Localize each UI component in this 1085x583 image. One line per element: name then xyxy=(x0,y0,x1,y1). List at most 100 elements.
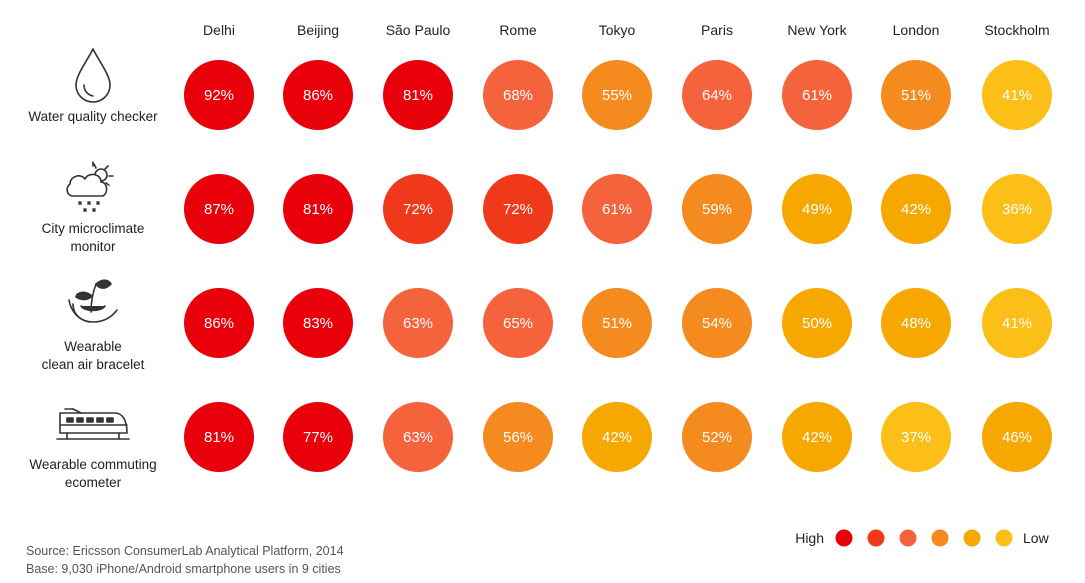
legend-swatch xyxy=(995,529,1013,547)
legend-swatch xyxy=(867,529,885,547)
water-drop-icon xyxy=(75,48,111,103)
legend-swatch xyxy=(931,529,949,547)
legend-swatch xyxy=(899,529,917,547)
value-circle xyxy=(283,402,353,472)
legend-high-label: High xyxy=(795,530,824,546)
value-circle xyxy=(982,402,1052,472)
value-circle xyxy=(682,402,752,472)
value-circle xyxy=(283,288,353,358)
value-circle xyxy=(184,174,254,244)
row-label: Water quality checker xyxy=(28,109,158,124)
value-label: 86% xyxy=(303,87,333,104)
value-circle xyxy=(383,402,453,472)
value-circle xyxy=(383,288,453,358)
value-label: 54% xyxy=(702,315,732,332)
column-header: Delhi xyxy=(203,22,235,38)
value-circle xyxy=(782,288,852,358)
source-note: Source: Ericsson ConsumerLab Analytical … xyxy=(26,544,344,558)
value-label: 55% xyxy=(602,87,632,104)
value-circle xyxy=(184,288,254,358)
value-label: 50% xyxy=(802,315,832,332)
column-header: Stockholm xyxy=(984,22,1049,38)
value-circle xyxy=(582,288,652,358)
value-circle xyxy=(483,288,553,358)
value-circle xyxy=(881,174,951,244)
value-label: 51% xyxy=(602,315,632,332)
value-label: 59% xyxy=(702,201,732,218)
value-label: 42% xyxy=(602,429,632,446)
value-label: 72% xyxy=(503,201,533,218)
value-circle xyxy=(682,288,752,358)
value-circle xyxy=(283,60,353,130)
value-circle xyxy=(782,60,852,130)
value-label: 64% xyxy=(702,87,732,104)
plant-hand-icon xyxy=(68,279,118,323)
value-circle xyxy=(881,60,951,130)
column-header: Paris xyxy=(701,22,733,38)
column-header: New York xyxy=(787,22,847,38)
weather-icon xyxy=(66,161,114,212)
value-circle xyxy=(582,402,652,472)
row-label: ecometer xyxy=(65,475,122,490)
value-label: 42% xyxy=(802,429,832,446)
train-icon xyxy=(56,408,130,440)
value-circle xyxy=(582,174,652,244)
value-label: 86% xyxy=(204,315,234,332)
value-label: 68% xyxy=(503,87,533,104)
row-label: Wearable commuting xyxy=(29,457,156,472)
value-label: 36% xyxy=(1002,201,1032,218)
value-circle xyxy=(982,60,1052,130)
value-label: 63% xyxy=(403,315,433,332)
legend-low-label: Low xyxy=(1023,530,1050,546)
value-label: 37% xyxy=(901,429,931,446)
value-circle xyxy=(184,402,254,472)
value-label: 56% xyxy=(503,429,533,446)
value-label: 61% xyxy=(802,87,832,104)
value-label: 92% xyxy=(204,87,234,104)
value-label: 72% xyxy=(403,201,433,218)
value-circle xyxy=(283,174,353,244)
value-label: 61% xyxy=(602,201,632,218)
value-circle xyxy=(881,288,951,358)
value-circle xyxy=(682,174,752,244)
value-label: 46% xyxy=(1002,429,1032,446)
value-label: 41% xyxy=(1002,87,1032,104)
value-circle xyxy=(483,60,553,130)
column-header: Tokyo xyxy=(599,22,636,38)
value-circle xyxy=(682,60,752,130)
value-label: 63% xyxy=(403,429,433,446)
value-label: 51% xyxy=(901,87,931,104)
column-header: Beijing xyxy=(297,22,339,38)
row-label: clean air bracelet xyxy=(42,357,145,372)
value-circle xyxy=(881,402,951,472)
row-label: City microclimate xyxy=(42,221,145,236)
value-circle xyxy=(582,60,652,130)
value-label: 81% xyxy=(303,201,333,218)
row-label: Wearable xyxy=(64,339,122,354)
value-label: 83% xyxy=(303,315,333,332)
value-circle xyxy=(383,174,453,244)
value-label: 52% xyxy=(702,429,732,446)
value-label: 87% xyxy=(204,201,234,218)
value-circle xyxy=(383,60,453,130)
value-label: 48% xyxy=(901,315,931,332)
base-note: Base: 9,030 iPhone/Android smartphone us… xyxy=(26,562,341,576)
value-circle xyxy=(483,402,553,472)
column-header: São Paulo xyxy=(386,22,451,38)
value-circle xyxy=(982,174,1052,244)
value-label: 49% xyxy=(802,201,832,218)
value-label: 81% xyxy=(204,429,234,446)
column-header: London xyxy=(893,22,940,38)
value-label: 65% xyxy=(503,315,533,332)
row-label: monitor xyxy=(70,239,116,254)
value-label: 42% xyxy=(901,201,931,218)
value-label: 41% xyxy=(1002,315,1032,332)
legend-swatch xyxy=(963,529,981,547)
value-circle xyxy=(782,402,852,472)
value-circle xyxy=(184,60,254,130)
legend-swatch xyxy=(835,529,853,547)
value-circle xyxy=(982,288,1052,358)
value-circle xyxy=(782,174,852,244)
value-label: 81% xyxy=(403,87,433,104)
